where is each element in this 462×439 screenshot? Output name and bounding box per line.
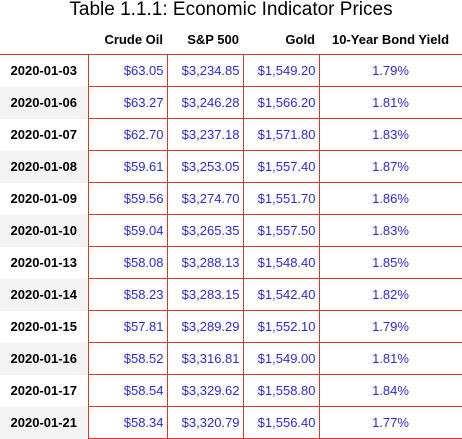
date-cell: 2020-01-15 (10, 319, 78, 334)
bond-yield-cell: 1.79% (318, 54, 462, 87)
sp500-cell: $3,320.79 (166, 406, 244, 439)
gold-cell: $1,548.40 (242, 246, 320, 279)
bond-yield-cell: 1.81% (318, 342, 462, 375)
table-row: 2020-01-21 $58.34 $3,320.79 $1,556.40 1.… (0, 406, 462, 439)
bond-yield-cell: 1.84% (318, 374, 462, 407)
table-row: 2020-01-13 $58.08 $3,288.13 $1,548.40 1.… (0, 246, 462, 279)
gold-cell: $1,552.10 (242, 310, 320, 343)
table-row: 2020-01-09 $59.56 $3,274.70 $1,551.70 1.… (0, 182, 462, 215)
gold-cell: $1,551.70 (242, 182, 320, 215)
sp500-cell: $3,274.70 (166, 182, 244, 215)
table-row: 2020-01-06 $63.27 $3,246.28 $1,566.20 1.… (0, 86, 462, 119)
date-cell: 2020-01-09 (10, 191, 78, 206)
table-row: 2020-01-17 $58.54 $3,329.62 $1,558.80 1.… (0, 374, 462, 407)
column-header-date (0, 24, 88, 55)
gold-cell: $1,557.40 (242, 150, 320, 183)
sp500-cell: $3,316.81 (166, 342, 244, 375)
sp500-cell: $3,329.62 (166, 374, 244, 407)
gold-cell: $1,542.40 (242, 278, 320, 311)
date-cell: 2020-01-08 (0, 150, 88, 183)
bond-yield-cell: 1.77% (318, 406, 462, 439)
date-cell: 2020-01-21 (0, 406, 88, 439)
gold-cell: $1,549.00 (242, 342, 320, 375)
sp500-cell: $3,288.13 (166, 246, 244, 279)
table-row: 2020-01-16 $58.52 $3,316.81 $1,549.00 1.… (0, 342, 462, 375)
table-row: 2020-01-08 $59.61 $3,253.05 $1,557.40 1.… (0, 150, 462, 183)
bond-yield-cell: 1.86% (318, 182, 462, 215)
crude-oil-cell: $59.04 (87, 214, 168, 247)
sp500-cell: $3,253.05 (166, 150, 244, 183)
crude-oil-cell: $62.70 (87, 118, 168, 151)
date-cell: 2020-01-14 (0, 278, 88, 311)
gold-cell: $1,549.20 (242, 54, 320, 87)
crude-oil-cell: $58.54 (87, 374, 168, 407)
sp500-cell: $3,234.85 (166, 54, 244, 87)
gold-cell: $1,557.50 (242, 214, 320, 247)
table-row: 2020-01-10 $59.04 $3,265.35 $1,557.50 1.… (0, 214, 462, 247)
sp500-cell: $3,289.29 (166, 310, 244, 343)
crude-oil-cell: $59.61 (87, 150, 168, 183)
date-cell: 2020-01-16 (0, 342, 88, 375)
bond-yield-cell: 1.82% (318, 278, 462, 311)
table-row: 2020-01-14 $58.23 $3,283.15 $1,542.40 1.… (0, 278, 462, 311)
column-header-crude-oil: Crude Oil (104, 31, 163, 47)
crude-oil-cell: $63.05 (87, 54, 168, 87)
bond-yield-cell: 1.87% (318, 150, 462, 183)
date-cell: 2020-01-07 (10, 127, 78, 142)
bond-yield-cell: 1.81% (318, 86, 462, 119)
prices-table: Crude Oil S&P 500 Gold 10-Year Bond Yiel… (0, 24, 462, 439)
date-cell: 2020-01-13 (10, 255, 78, 270)
table-row: 2020-01-07 $62.70 $3,237.18 $1,571.80 1.… (0, 118, 462, 151)
bond-yield-cell: 1.83% (318, 214, 462, 247)
date-cell: 2020-01-17 (10, 383, 78, 398)
date-cell: 2020-01-06 (0, 86, 88, 119)
gold-cell: $1,556.40 (242, 406, 320, 439)
crude-oil-cell: $58.52 (87, 342, 168, 375)
table-title: Table 1.1.1: Economic Indicator Prices (69, 0, 393, 20)
crude-oil-cell: $58.23 (87, 278, 168, 311)
bond-yield-cell: 1.79% (318, 310, 462, 343)
crude-oil-cell: $59.56 (87, 182, 168, 215)
gold-cell: $1,558.80 (242, 374, 320, 407)
sp500-cell: $3,265.35 (166, 214, 244, 247)
gold-cell: $1,566.20 (242, 86, 320, 119)
crude-oil-cell: $58.34 (87, 406, 168, 439)
sp500-cell: $3,246.28 (166, 86, 244, 119)
table-row: 2020-01-03 $63.05 $3,234.85 $1,549.20 1.… (0, 54, 462, 87)
table-header-row: Crude Oil S&P 500 Gold 10-Year Bond Yiel… (0, 24, 462, 55)
column-header-gold: Gold (285, 31, 315, 47)
column-header-bond-yield: 10-Year Bond Yield (331, 31, 450, 47)
table-row: 2020-01-15 $57.81 $3,289.29 $1,552.10 1.… (0, 310, 462, 343)
date-cell: 2020-01-03 (10, 63, 78, 79)
sp500-cell: $3,283.15 (166, 278, 244, 311)
gold-cell: $1,571.80 (242, 118, 320, 151)
crude-oil-cell: $63.27 (87, 86, 168, 119)
sp500-cell: $3,237.18 (166, 118, 244, 151)
date-cell: 2020-01-10 (0, 214, 88, 247)
crude-oil-cell: $57.81 (87, 310, 168, 343)
column-header-sp500: S&P 500 (187, 31, 239, 47)
bond-yield-cell: 1.85% (318, 246, 462, 279)
bond-yield-cell: 1.83% (318, 118, 462, 151)
crude-oil-cell: $58.08 (87, 246, 168, 279)
